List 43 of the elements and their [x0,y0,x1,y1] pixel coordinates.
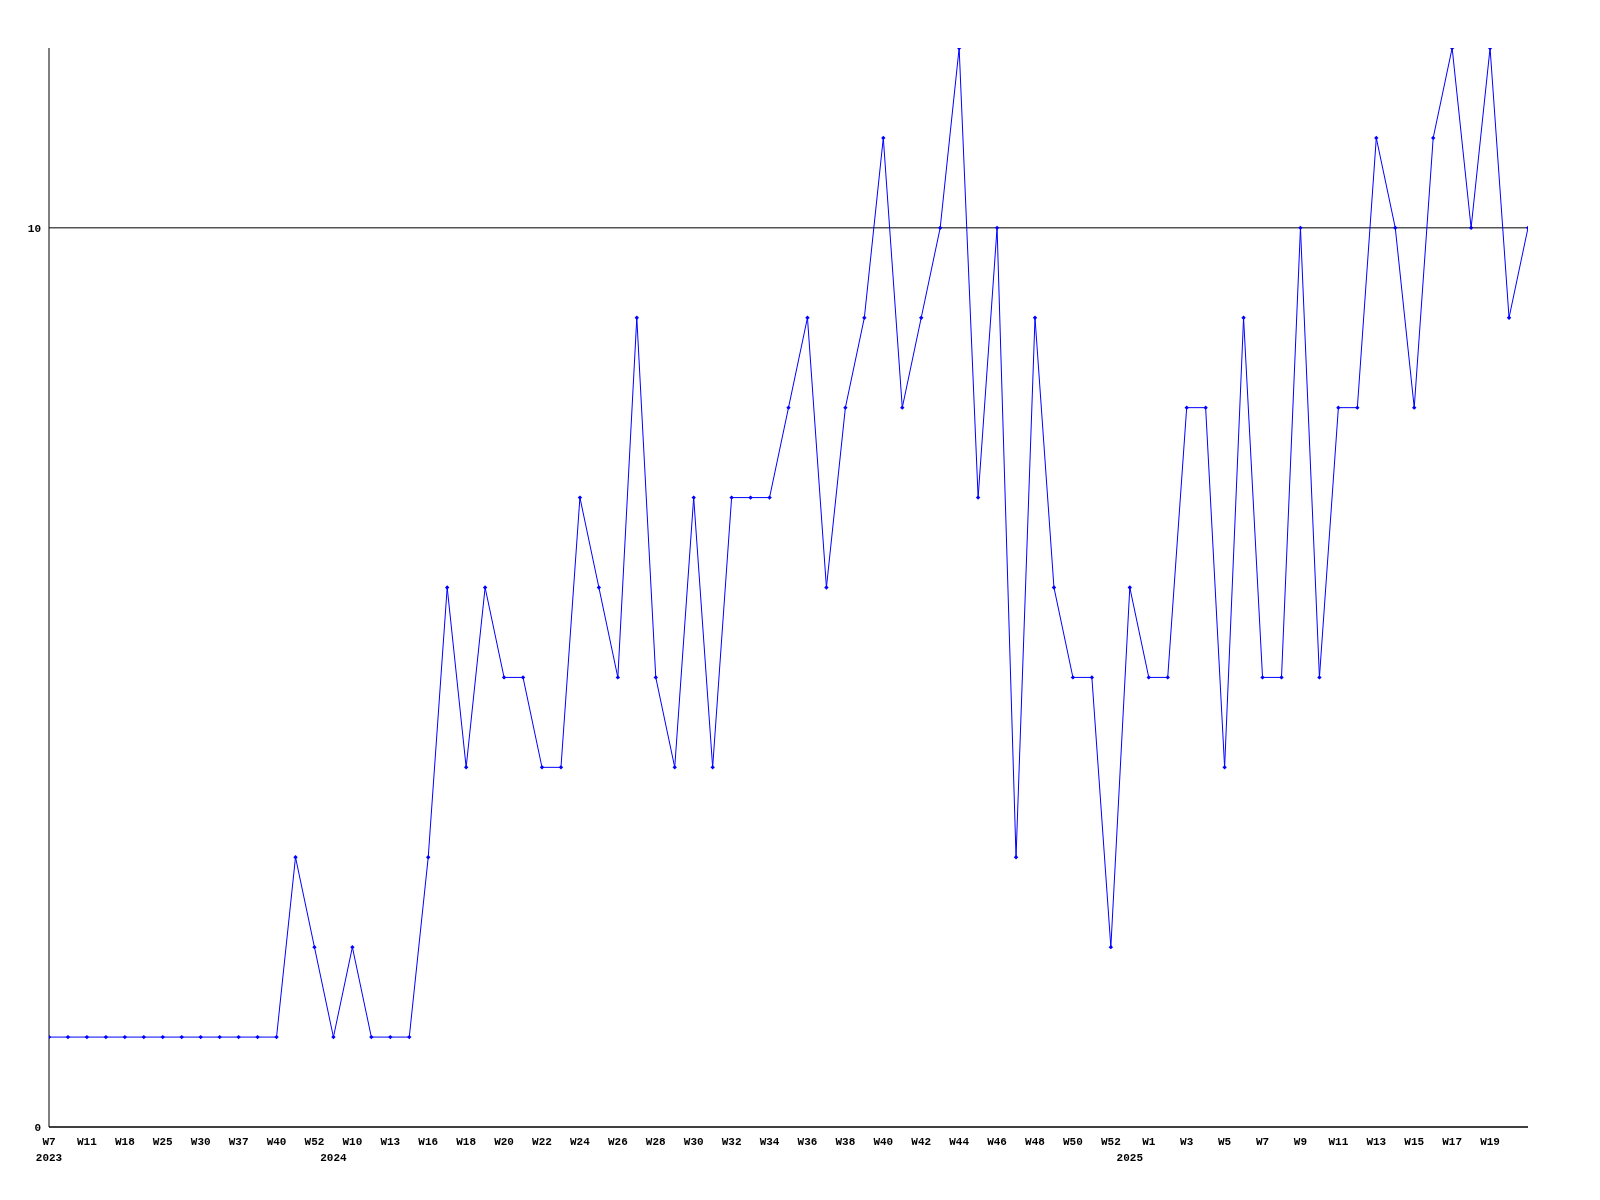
x-tick-label: W32 [721,1136,742,1148]
x-tick-label: W36 [797,1136,818,1148]
x-tick-label: W7 [1255,1136,1270,1148]
x-tick-label: W19 [1480,1136,1500,1148]
x-tick-label: W13 [1366,1136,1387,1148]
x-tick-label: 2024 [320,1152,348,1164]
x-tick-label: W37 [228,1136,249,1148]
x-tick-label: W11 [1328,1136,1349,1148]
x-tick-label: W3 [1180,1136,1194,1148]
x-tick-label: W18 [114,1136,136,1148]
x-tick-label: W52 [1100,1136,1121,1148]
x-tick-label: W38 [835,1136,856,1148]
x-tick-label: W1 [1142,1136,1156,1148]
x-tick-label: W9 [1293,1136,1308,1148]
x-tick-label: W18 [456,1136,477,1148]
x-tick-label: W24 [570,1136,591,1148]
x-tick-label: W25 [152,1136,174,1148]
x-tick-label: W48 [1025,1136,1046,1148]
y-tick-label: 0 [34,1121,41,1134]
x-tick-label: W50 [1063,1136,1083,1148]
x-tick-label: W15 [1404,1136,1425,1148]
x-tick-label: W26 [607,1136,628,1148]
x-tick-label: W13 [380,1136,401,1148]
x-tick-label: W40 [266,1136,287,1148]
x-tick-label: W40 [873,1136,894,1148]
x-tick-label: W17 [1442,1136,1463,1148]
x-tick-label: W44 [949,1136,970,1148]
x-tick-label: W42 [911,1136,932,1148]
x-tick-label: W52 [304,1136,325,1148]
x-tick-label: W11 [77,1136,98,1148]
x-tick-label: W30 [683,1136,704,1148]
x-tick-label: W22 [532,1136,552,1148]
x-tick-label: W10 [342,1136,363,1148]
x-tick-label: W20 [494,1136,514,1148]
x-tick-label: W30 [190,1136,211,1148]
x-tick-label: W5 [1218,1136,1232,1148]
x-tick-label: 2025 [1116,1152,1144,1164]
y-tick-label: 10 [27,222,41,235]
x-tick-label: W46 [987,1136,1007,1148]
x-tick-label: W16 [418,1136,439,1148]
x-tick-label: W34 [759,1136,780,1148]
x-tick-label: W28 [645,1136,667,1148]
x-tick-label: W7 2023 [35,1136,63,1164]
